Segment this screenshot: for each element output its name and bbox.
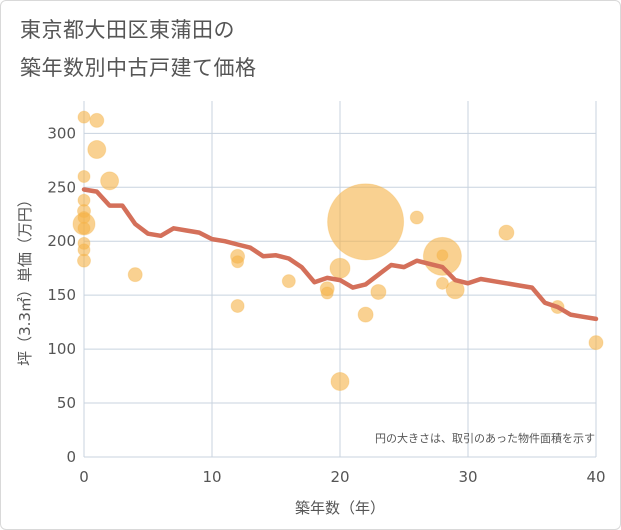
chart-title-line2: 築年数別中古戸建て価格	[20, 56, 257, 80]
bubble-point	[77, 110, 91, 124]
bubble-point	[87, 140, 107, 160]
bubble-point	[409, 210, 424, 225]
x-tick-label: 40	[586, 468, 605, 486]
bubble-point	[77, 221, 91, 235]
trend-line	[81, 187, 599, 322]
x-tick-label: 10	[202, 468, 221, 486]
bubble-point	[320, 286, 334, 300]
y-tick-label: 250	[47, 178, 76, 196]
axis-ticks: 0 10 20 30 40 0 50 100 150 200 250 300	[47, 124, 605, 486]
bubble-point	[281, 274, 296, 289]
bubble-point	[588, 335, 604, 351]
bubble-point	[231, 255, 245, 269]
y-tick-label: 150	[47, 286, 76, 304]
bubble-point	[89, 112, 105, 128]
chart-title-line1: 東京都大田区東蒲田の	[20, 18, 235, 42]
bubble-point	[77, 170, 91, 184]
y-tick-label: 300	[47, 124, 76, 142]
bubble-point	[435, 276, 449, 290]
bubble-size-note: 円の大きさは、取引のあった物件面積を示す	[375, 431, 595, 445]
bubble-point	[330, 371, 350, 391]
x-axis-label: 築年数（年）	[295, 499, 385, 517]
bubble-point	[436, 249, 449, 262]
bubble-point	[100, 171, 120, 191]
y-axis-label: 坪（3.3㎡）単価（万円）	[16, 192, 34, 366]
x-tick-label: 20	[330, 468, 349, 486]
bubble-point	[357, 306, 374, 323]
y-tick-label: 0	[66, 448, 76, 466]
y-tick-label: 200	[47, 232, 76, 250]
trend-line-group	[81, 187, 599, 322]
bubble-point	[498, 224, 515, 241]
bubble-point	[230, 298, 245, 313]
bubble-point	[77, 253, 91, 268]
x-tick-label: 0	[79, 468, 89, 486]
y-tick-label: 100	[47, 340, 76, 358]
bubble-point	[127, 267, 143, 283]
y-tick-label: 50	[57, 394, 76, 412]
bubble-point	[329, 257, 351, 279]
bubble-point	[327, 183, 405, 261]
bubble-point	[370, 283, 387, 300]
x-tick-label: 30	[458, 468, 477, 486]
